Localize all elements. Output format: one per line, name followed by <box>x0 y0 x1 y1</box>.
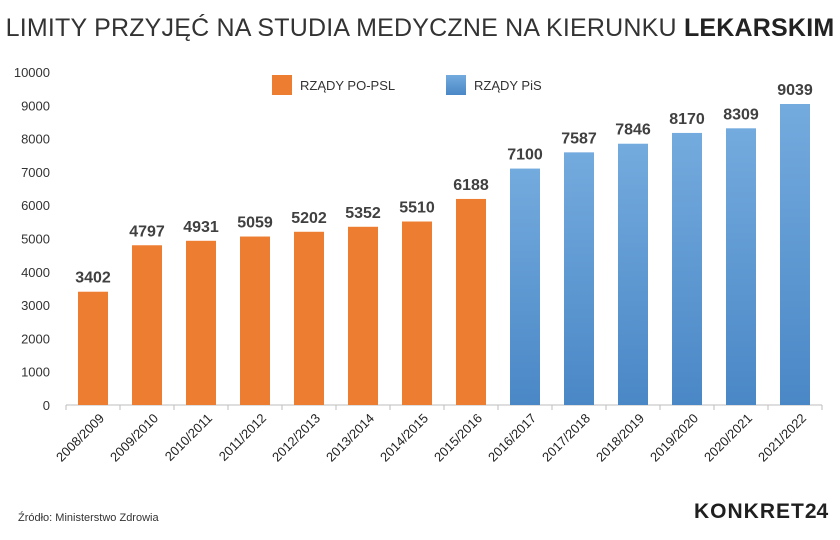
bar <box>78 291 108 405</box>
bar <box>402 221 432 405</box>
bar-value-label: 5059 <box>237 215 273 232</box>
bar-value-label: 9039 <box>777 82 813 99</box>
y-tick-label: 7000 <box>21 165 50 180</box>
x-category-label: 2013/2014 <box>323 411 377 465</box>
bar-value-label: 8170 <box>669 111 705 128</box>
chart-title-bold: LEKARSKIM <box>683 14 835 42</box>
bar <box>132 245 162 405</box>
x-category-label: 2011/2012 <box>216 411 269 464</box>
y-tick-label: 3000 <box>21 298 50 313</box>
legend-swatch <box>446 75 466 95</box>
bars: 3402 2008/2009 4797 2009/2010 4931 2010/2011 5… <box>53 82 813 465</box>
legend: RZĄDY PO-PSL RZĄDY PiS <box>272 75 542 95</box>
x-category-label: 2017/2018 <box>539 411 593 465</box>
bar <box>348 226 378 405</box>
bar-value-label: 5352 <box>345 205 381 222</box>
bar <box>564 152 594 405</box>
x-category-label: 2012/2013 <box>269 411 323 465</box>
legend-label: RZĄDY PO-PSL <box>300 78 395 93</box>
y-tick-label: 5000 <box>21 232 50 247</box>
y-tick-label: 10000 <box>14 65 50 80</box>
bar <box>510 168 540 405</box>
bar-value-label: 8309 <box>723 106 759 123</box>
brand-logo-number: 24 <box>804 500 829 523</box>
y-tick-label: 4000 <box>21 265 50 280</box>
bar-value-label: 7846 <box>615 122 651 139</box>
brand-logo: KONKRET24 <box>694 500 828 524</box>
bar <box>240 236 270 405</box>
x-category-label: 2016/2017 <box>485 411 539 465</box>
x-category-label: 2009/2010 <box>107 411 161 465</box>
bar-value-label: 7100 <box>507 147 543 164</box>
brand-logo-text: KONKRET <box>694 500 805 523</box>
bar-value-label: 4797 <box>129 223 165 240</box>
x-category-label: 2021/2022 <box>755 411 809 465</box>
legend-label: RZĄDY PiS <box>474 78 542 93</box>
bar-value-label: 5510 <box>399 200 435 217</box>
x-category-label: 2010/2011 <box>162 411 215 464</box>
y-tick-label: 6000 <box>21 198 50 213</box>
y-tick-label: 0 <box>43 398 50 413</box>
bar <box>618 143 648 405</box>
y-tick-label: 1000 <box>21 365 50 380</box>
x-category-label: 2015/2016 <box>431 411 485 465</box>
bar <box>456 198 486 405</box>
chart-title: LIMITY PRZYJĘĆ NA STUDIA MEDYCZNE NA KIE… <box>0 14 840 43</box>
x-category-label: 2020/2021 <box>701 411 755 465</box>
bar <box>726 128 756 405</box>
bar-value-label: 6188 <box>453 177 489 194</box>
legend-swatch <box>272 75 292 95</box>
bar <box>672 132 702 405</box>
x-category-label: 2018/2019 <box>593 411 647 465</box>
x-category-label: 2019/2020 <box>647 411 701 465</box>
y-tick-label: 8000 <box>21 132 50 147</box>
y-tick-label: 9000 <box>21 98 50 113</box>
bar-value-label: 3402 <box>75 270 111 287</box>
bar-value-label: 4931 <box>183 219 219 236</box>
source-note: Źródło: Ministerstwo Zdrowia <box>18 512 159 524</box>
bar <box>186 240 216 405</box>
x-category-label: 2008/2009 <box>53 411 107 465</box>
bar-value-label: 5202 <box>291 210 327 227</box>
bar <box>780 104 810 406</box>
x-category-label: 2014/2015 <box>377 411 431 465</box>
chart-title-text: LIMITY PRZYJĘĆ NA STUDIA MEDYCZNE NA KIE… <box>5 14 677 42</box>
bar-value-label: 7587 <box>561 130 597 147</box>
y-tick-label: 2000 <box>21 331 50 346</box>
bar <box>294 231 324 405</box>
